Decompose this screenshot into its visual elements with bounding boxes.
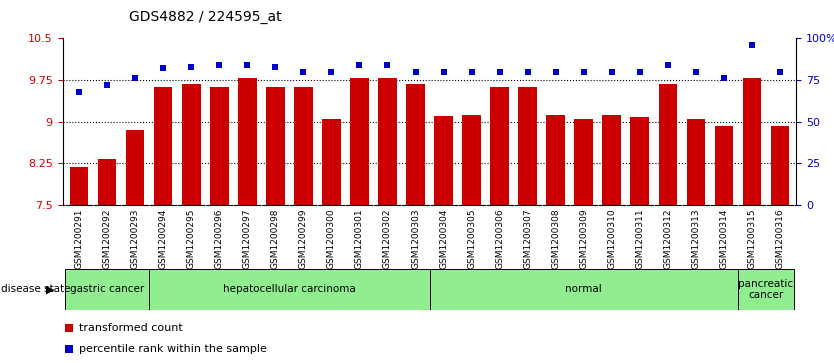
Text: GSM1200310: GSM1200310 xyxy=(607,208,616,269)
Text: GSM1200303: GSM1200303 xyxy=(411,208,420,269)
Text: GSM1200294: GSM1200294 xyxy=(159,208,168,269)
Bar xyxy=(430,269,737,310)
Bar xyxy=(406,84,425,205)
Bar xyxy=(737,269,794,310)
Bar xyxy=(294,87,313,205)
Bar xyxy=(602,115,620,205)
Text: ▶: ▶ xyxy=(46,285,54,294)
Text: disease state: disease state xyxy=(1,285,70,294)
Text: GSM1200308: GSM1200308 xyxy=(551,208,560,269)
Bar xyxy=(154,87,173,205)
Bar xyxy=(462,115,480,205)
Text: GSM1200299: GSM1200299 xyxy=(299,208,308,269)
Text: GSM1200309: GSM1200309 xyxy=(579,208,588,269)
Text: GSM1200293: GSM1200293 xyxy=(131,208,140,269)
Text: GSM1200296: GSM1200296 xyxy=(215,208,224,269)
Text: GSM1200312: GSM1200312 xyxy=(663,208,672,269)
Text: GSM1200304: GSM1200304 xyxy=(439,208,448,269)
Bar xyxy=(183,84,200,205)
Bar xyxy=(575,119,593,205)
Bar xyxy=(379,78,397,205)
Text: GSM1200315: GSM1200315 xyxy=(747,208,756,269)
Text: GSM1200300: GSM1200300 xyxy=(327,208,336,269)
Text: GSM1200305: GSM1200305 xyxy=(467,208,476,269)
Bar xyxy=(742,78,761,205)
Text: GDS4882 / 224595_at: GDS4882 / 224595_at xyxy=(129,9,282,24)
Bar xyxy=(70,167,88,205)
Bar xyxy=(149,269,430,310)
Text: GSM1200316: GSM1200316 xyxy=(775,208,784,269)
Bar xyxy=(126,130,144,205)
Bar xyxy=(239,78,257,205)
Text: gastric cancer: gastric cancer xyxy=(70,285,144,294)
Bar xyxy=(631,117,649,205)
Text: GSM1200307: GSM1200307 xyxy=(523,208,532,269)
Bar xyxy=(659,84,676,205)
Bar xyxy=(771,126,789,205)
Bar xyxy=(323,119,340,205)
Bar xyxy=(715,126,733,205)
Bar xyxy=(686,119,705,205)
Bar xyxy=(350,78,369,205)
Text: hepatocellular carcinoma: hepatocellular carcinoma xyxy=(223,285,356,294)
Text: GSM1200297: GSM1200297 xyxy=(243,208,252,269)
Text: GSM1200291: GSM1200291 xyxy=(75,208,84,269)
Bar xyxy=(210,86,229,205)
Text: transformed count: transformed count xyxy=(78,323,183,334)
Text: GSM1200298: GSM1200298 xyxy=(271,208,280,269)
Text: pancreatic
cancer: pancreatic cancer xyxy=(738,279,793,300)
Bar xyxy=(546,115,565,205)
Bar xyxy=(435,116,453,205)
Text: normal: normal xyxy=(565,285,602,294)
Bar xyxy=(98,159,117,205)
Bar xyxy=(65,269,149,310)
Bar xyxy=(490,87,509,205)
Text: GSM1200301: GSM1200301 xyxy=(355,208,364,269)
Text: GSM1200302: GSM1200302 xyxy=(383,208,392,269)
Text: GSM1200313: GSM1200313 xyxy=(691,208,700,269)
Bar xyxy=(266,87,284,205)
Text: GSM1200295: GSM1200295 xyxy=(187,208,196,269)
Text: GSM1200306: GSM1200306 xyxy=(495,208,504,269)
Text: percentile rank within the sample: percentile rank within the sample xyxy=(78,344,267,354)
Bar xyxy=(519,87,536,205)
Text: GSM1200314: GSM1200314 xyxy=(719,208,728,269)
Text: GSM1200292: GSM1200292 xyxy=(103,208,112,269)
Text: GSM1200311: GSM1200311 xyxy=(636,208,644,269)
